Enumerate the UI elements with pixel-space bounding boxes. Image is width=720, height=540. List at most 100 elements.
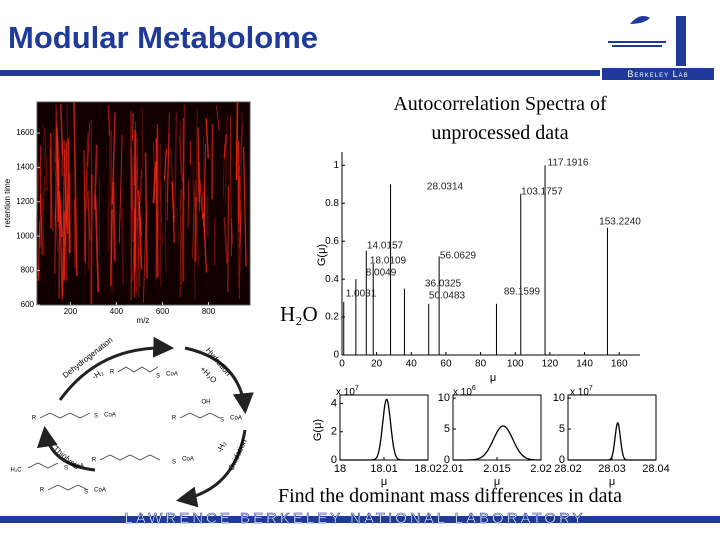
y-tick-label: 600	[21, 300, 35, 309]
heatmap-streak	[107, 114, 111, 252]
y-tick-label: 10	[438, 392, 450, 404]
heatmap-streak	[176, 207, 180, 246]
heatmap-streak	[134, 155, 138, 225]
annotation: H₂O	[280, 302, 318, 326]
peak-curve	[453, 425, 541, 461]
heatmap-streak	[138, 201, 143, 270]
x-tick-label: 140	[576, 359, 593, 370]
molecule-bonds	[27, 462, 59, 469]
x-axis-label: m/z	[137, 316, 150, 325]
heatmap-streak	[159, 180, 163, 246]
panel-frame	[339, 394, 429, 461]
x-tick-label: 0	[339, 359, 345, 370]
x-tick-label: 40	[406, 359, 418, 370]
heatmap-streak	[191, 179, 196, 259]
molecule-bonds	[47, 484, 89, 491]
atom-label: S	[84, 490, 88, 496]
x-tick-label: 600	[156, 307, 170, 316]
x-tick-label: 28.03	[598, 463, 626, 475]
heatmap-streak	[64, 193, 69, 246]
heatmap-streak	[87, 122, 91, 167]
x-tick-label: 120	[542, 359, 559, 370]
heatmap-streak	[157, 128, 160, 241]
heatmap-streak	[93, 144, 98, 210]
heatmap-streak	[187, 179, 190, 229]
heatmap-streak	[216, 105, 220, 132]
heatmap-streak	[195, 110, 198, 200]
molecule-bonds	[39, 412, 91, 419]
heatmap-streak	[43, 127, 48, 191]
x-tick-label: 2.01	[442, 463, 463, 475]
cycle-arrow	[175, 429, 247, 508]
heatmap-streak	[203, 143, 207, 219]
heatmap-streak	[238, 164, 240, 189]
x-tick-label: 160	[611, 359, 628, 370]
heatmap-streak	[139, 170, 143, 204]
heatmap-streak	[73, 102, 78, 277]
heatmap-streak	[155, 124, 159, 280]
heatmap-streak	[239, 123, 244, 164]
heatmap-streak	[83, 149, 86, 263]
atom-label: S	[64, 466, 68, 472]
heatmap-streak	[202, 213, 208, 273]
heatmap-streak	[166, 112, 171, 203]
peak-label: 1.0031	[346, 289, 377, 300]
y-tick-label: 1	[333, 160, 339, 171]
heatmap-streak	[192, 161, 196, 300]
x-tick-label: 200	[64, 307, 78, 316]
heatmap-streak	[134, 132, 137, 272]
atom-label: CoA	[182, 457, 194, 463]
slide-title: Modular Metabolome	[8, 20, 319, 55]
heatmap-streak	[83, 170, 87, 261]
atom-label: S	[220, 418, 224, 424]
y-tick-label: 4	[331, 397, 337, 409]
heatmap-streak	[201, 186, 204, 227]
y-tick-label: 0.4	[325, 274, 339, 285]
heatmap-streak	[65, 141, 69, 235]
peak-label: 103.1757	[521, 187, 563, 198]
y-tick-label: 0	[333, 350, 339, 361]
heatmap-streak	[54, 121, 58, 221]
heatmap-streak	[136, 137, 140, 298]
y-tick-label: 1200	[16, 197, 34, 206]
x-axis-label: μ	[494, 476, 500, 488]
y-tick-label: 0	[331, 454, 337, 466]
heatmap-streak	[134, 167, 139, 267]
x-tick-label: 28.04	[642, 463, 670, 475]
step-note: -H₂	[91, 368, 105, 382]
heatmap-streak	[111, 112, 116, 205]
heatmap-streak	[84, 138, 88, 275]
header-bar	[0, 70, 600, 76]
scale-exponent: 7	[589, 385, 593, 392]
heatmap-streak	[227, 186, 229, 292]
molecule-bonds	[117, 366, 159, 373]
cycle-arrow	[36, 425, 96, 472]
heatmap-streak	[179, 189, 182, 298]
x-tick-label: 20	[371, 359, 383, 370]
peak-label: 50.0483	[429, 291, 466, 302]
heatmap-streak	[222, 143, 225, 199]
heatmap-streak	[223, 134, 228, 158]
y-tick-label: 5	[559, 423, 565, 435]
heatmap-streak	[163, 148, 168, 181]
heatmap-streak	[230, 218, 234, 245]
heatmap-streak	[224, 114, 228, 204]
peak-label: 117.1916	[548, 158, 589, 169]
cycle-arrow	[184, 346, 254, 415]
y-tick-label: 0.2	[325, 312, 339, 323]
logo-text: Berkeley Lab	[627, 69, 688, 79]
y-tick-label: 0.6	[325, 236, 339, 247]
heatmap-streak	[179, 188, 182, 210]
peak-label: 8.0049	[366, 268, 397, 279]
y-tick-label: 1400	[16, 162, 34, 171]
heatmap-streak	[54, 110, 57, 163]
heatmap-streak	[142, 212, 147, 303]
y-tick-label: 10	[553, 392, 565, 404]
atom-label: R	[40, 488, 45, 494]
panel-frame	[567, 394, 657, 461]
panel-frame	[452, 394, 542, 461]
heatmap-streak	[131, 112, 134, 142]
pathway-diagram: Dehydrogenation-H₂ Hydration+H₂OOxidation…	[10, 335, 254, 508]
chart-title: Autocorrelation Spectra of unprocessed d…	[393, 93, 607, 144]
peak-label: 14.0157	[367, 241, 404, 252]
